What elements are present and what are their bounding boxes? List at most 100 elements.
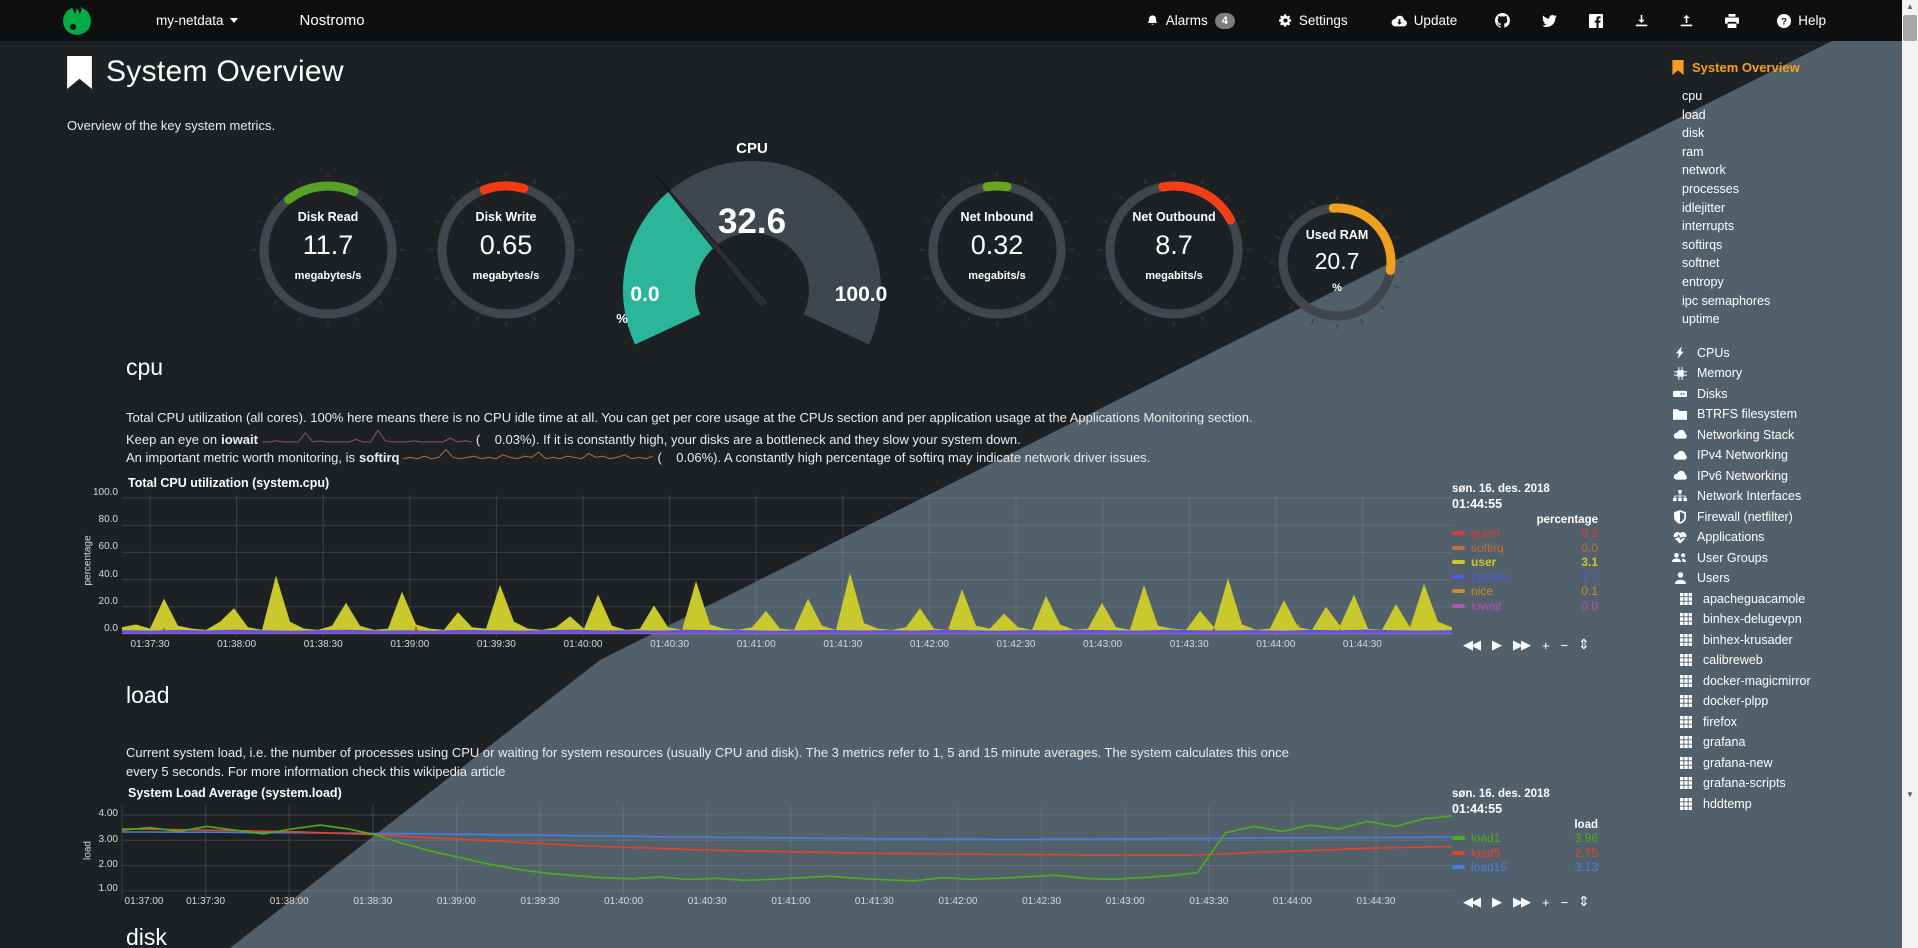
netdata-logo[interactable] [62,5,92,36]
sidebar-item-interrupts[interactable]: interrupts [1682,219,1735,234]
chart-backward-button[interactable]: ◀◀ [1463,637,1481,652]
gauge-units: megabits/s [968,270,1026,282]
sidebar-item-disks[interactable]: Disks [1672,384,1898,405]
gauge-disk-write[interactable]: Disk Write 0.65 megabytes/s [426,170,586,330]
sidebar-item-idlejitter[interactable]: idlejitter [1682,200,1726,215]
sidebar-item-network[interactable]: network [1682,163,1726,178]
chart-forward-button[interactable]: ▶▶ [1513,637,1531,652]
load-chart-legend: søn. 16. des. 2018 01:44:55 load load1 3.96 l… [1452,788,1602,875]
sidebar-item-softirqs[interactable]: softirqs [1682,237,1723,252]
load-chart-toolbar: ◀◀ ▶ ▶▶ + − [1463,894,1568,910]
sidebar-item-network-interfaces[interactable]: Network Interfaces [1672,486,1898,507]
legend-series-value: 0.0 [1581,598,1598,613]
softirq-sparkline[interactable] [403,446,654,465]
chart-forward-button[interactable]: ▶▶ [1513,894,1531,909]
legend-swatch [1452,836,1465,841]
y-tick: 60.0 [98,541,118,552]
sidebar-item-load[interactable]: load [1682,107,1706,122]
x-tick: 01:40:00 [563,639,603,650]
hostname-dropdown[interactable]: my-netdata [156,13,238,28]
sidebar-item-ipv6-networking[interactable]: IPv6 Networking [1672,466,1898,487]
sidebar-item-grafana[interactable]: grafana [1672,732,1898,753]
sidebar-item-memory[interactable]: Memory [1672,363,1898,384]
legend-row-load15[interactable]: load15 3.13 [1452,860,1602,875]
sidebar-item-firewall-netfilter-[interactable]: Firewall (netfilter) [1672,507,1898,528]
sidebar-item-applications[interactable]: Applications [1672,527,1898,548]
sidebar-item-ram[interactable]: ram [1682,144,1704,159]
chart-zoom-in-button[interactable]: + [1542,637,1549,653]
chart-zoom-out-button[interactable]: − [1560,637,1568,653]
import-button[interactable] [1664,14,1709,27]
cpu-chart-resize-handle[interactable]: ⇕ [1578,636,1590,652]
sidebar-item-users[interactable]: Users [1672,568,1898,589]
legend-row-guest[interactable]: guest 0.2 [1452,526,1602,541]
legend-row-nice[interactable]: nice 0.1 [1452,584,1602,599]
gauge-net-inbound[interactable]: Net Inbound 0.32 megabits/s [917,170,1077,330]
chart-zoom-out-button[interactable]: − [1560,894,1568,910]
sidebar-item-entropy[interactable]: entropy [1682,274,1724,289]
cpu-gauge-chart[interactable] [602,150,902,345]
legend-row-system[interactable]: system 1.7 [1452,570,1602,585]
sidebar-item-system-overview[interactable]: System Overview [1672,60,1898,75]
sidebar-item-ipv4-networking[interactable]: IPv4 Networking [1672,445,1898,466]
facebook-button[interactable] [1573,13,1619,28]
sidebar-item-docker-plpp[interactable]: docker-plpp [1672,691,1898,712]
legend-row-user[interactable]: user 3.1 [1452,555,1602,570]
legend-row-load1[interactable]: load1 3.96 [1452,831,1602,846]
legend-units: percentage [1536,514,1598,526]
github-button[interactable] [1479,13,1526,28]
sidebar-item-networking-stack[interactable]: Networking Stack [1672,425,1898,446]
legend-row-load5[interactable]: load5 2.75 [1452,846,1602,861]
sidebar-item-disk[interactable]: disk [1682,126,1705,141]
cpu-chart-ylabel: percentage [82,535,94,586]
load-chart-plot[interactable] [121,805,1453,905]
chart-play-button[interactable]: ▶ [1492,894,1502,909]
gauge-net-outbound[interactable]: Net Outbound 8.7 megabits/s [1094,170,1254,330]
settings-label: Settings [1298,13,1348,28]
page-scrollbar[interactable]: ▲ ▼ [1902,0,1918,948]
sidebar-item-hddtemp[interactable]: hddtemp [1672,794,1898,815]
x-tick: 01:44:00 [1272,896,1312,907]
legend-swatch [1452,560,1465,565]
sidebar-item-grafana-scripts[interactable]: grafana-scripts [1672,773,1898,794]
sidebar-item-firefox[interactable]: firefox [1672,712,1898,733]
sidebar-item-uptime[interactable]: uptime [1682,312,1720,327]
sidebar-item-cpus[interactable]: CPUs [1672,343,1898,364]
load-chart-resize-handle[interactable]: ⇕ [1578,893,1590,909]
sidebar-item-ipc-semaphores[interactable]: ipc semaphores [1682,293,1771,308]
sidebar-item-cpu[interactable]: cpu [1682,89,1703,103]
scrollbar-thumb[interactable] [1903,15,1917,41]
help-button[interactable]: ? Help [1755,13,1848,28]
sidebar-item-apacheguacamole[interactable]: apacheguacamole [1672,589,1898,610]
sidebar-item-binhex-delugevpn[interactable]: binhex-delugevpn [1672,609,1898,630]
grid-icon [1678,756,1694,769]
navbar: my-netdata Nostromo Alarms 4 Settings Up… [0,0,1918,41]
legend-row-softirq[interactable]: softirq 0.0 [1452,541,1602,556]
export-button[interactable] [1619,14,1664,27]
chart-play-button[interactable]: ▶ [1492,637,1502,652]
scrollbar-down-arrow[interactable]: ▼ [1906,790,1914,799]
sidebar-item-processes[interactable]: processes [1682,181,1739,196]
alarms-button[interactable]: Alarms 4 [1124,12,1257,29]
legend-row-iowait[interactable]: iowait 0.0 [1452,599,1602,614]
iowait-sparkline[interactable] [261,428,473,447]
chart-backward-button[interactable]: ◀◀ [1463,894,1481,909]
update-button[interactable]: Update [1370,13,1480,28]
sidebar-item-label: Users [1697,571,1730,586]
sidebar-item-binhex-krusader[interactable]: binhex-krusader [1672,630,1898,651]
sidebar-item-user-groups[interactable]: User Groups [1672,548,1898,569]
grid-icon [1678,695,1694,708]
print-button[interactable] [1709,13,1755,28]
sidebar-item-calibreweb[interactable]: calibreweb [1672,650,1898,671]
sidebar-item-grafana-new[interactable]: grafana-new [1672,753,1898,774]
gauge-disk-read[interactable]: Disk Read 11.7 megabytes/s [248,170,408,330]
sidebar-item-docker-magicmirror[interactable]: docker-magicmirror [1672,671,1898,692]
sidebar-item-softnet[interactable]: softnet [1682,256,1720,271]
gauge-used-ram[interactable]: Used RAM 20.7% [1267,192,1407,332]
scrollbar-up-arrow[interactable]: ▲ [1906,2,1914,11]
chart-zoom-in-button[interactable]: + [1542,894,1549,910]
sidebar-item-btrfs-filesystem[interactable]: BTRFS filesystem [1672,404,1898,425]
settings-button[interactable]: Settings [1257,13,1370,28]
twitter-button[interactable] [1526,14,1573,27]
cpu-chart-plot[interactable] [122,495,1452,642]
